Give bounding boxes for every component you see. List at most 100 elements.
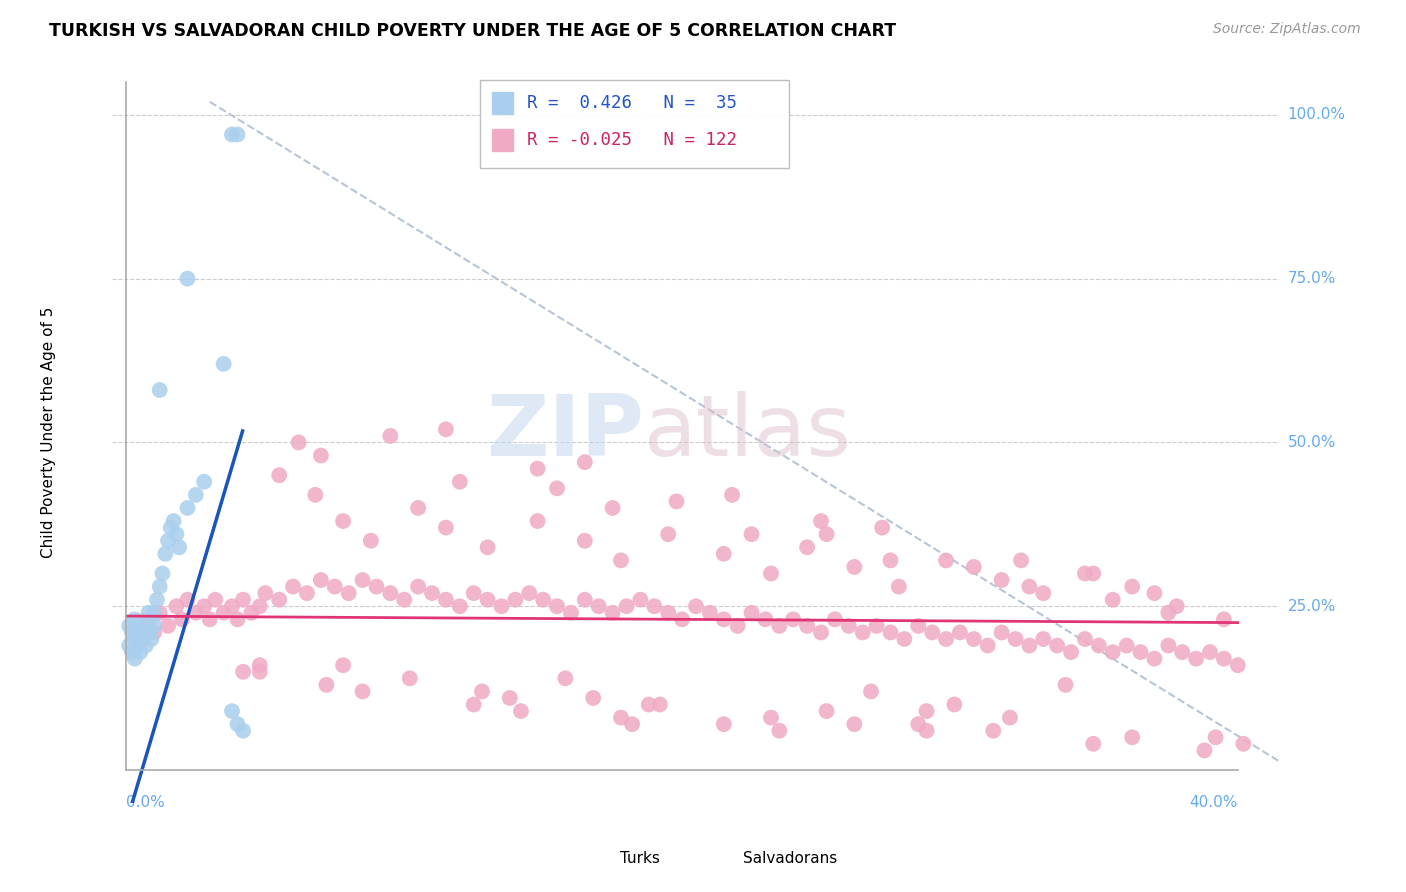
Point [574,533,596,548]
Bar [585,851,610,870]
Point [254,586,277,600]
Point [157,619,180,633]
Point [796,541,818,555]
Point [449,475,471,489]
Point [1185,651,1208,665]
Point [782,612,804,626]
Point [155,547,177,561]
Point [935,632,957,646]
Point [249,658,271,673]
Point [127,619,149,633]
Point [1101,592,1123,607]
Point [671,612,693,626]
Text: 75.0%: 75.0% [1288,271,1336,286]
Point [1226,658,1249,673]
Point [138,625,160,640]
Text: Child Poverty Under the Age of 5: Child Poverty Under the Age of 5 [41,307,56,558]
Point [221,599,243,614]
Point [699,606,721,620]
Point [138,612,160,626]
Point [1010,553,1032,567]
Point [582,690,605,705]
Point [759,711,782,725]
Point [637,698,659,712]
Point [1083,737,1105,751]
Point [754,612,776,626]
Point [879,625,901,640]
Point [554,671,576,685]
Point [915,704,938,718]
Point [810,514,832,528]
Point [332,514,354,528]
Point [449,599,471,614]
Point [721,488,744,502]
Point [157,533,180,548]
Point [685,599,707,614]
Point [165,599,187,614]
Point [366,580,388,594]
Point [1157,639,1180,653]
Point [221,704,243,718]
Point [1018,580,1040,594]
Point [212,606,235,620]
Point [815,527,838,541]
Point [1088,639,1111,653]
Point [628,592,651,607]
Point [141,632,163,646]
Bar [492,92,513,114]
Point [657,606,679,620]
Point [176,500,198,515]
Point [232,592,254,607]
Point [143,625,166,640]
Point [118,619,141,633]
Point [1129,645,1152,659]
Text: 0.0%: 0.0% [127,795,165,810]
Point [477,592,499,607]
Point [526,514,548,528]
Text: 50.0%: 50.0% [1288,435,1336,450]
Point [138,606,160,620]
Point [759,566,782,581]
Point [124,632,146,646]
Point [309,449,332,463]
Text: Turks: Turks [620,851,659,866]
Text: R = -0.025   N = 122: R = -0.025 N = 122 [527,131,737,149]
Point [212,357,235,371]
Point [118,639,141,653]
Point [838,619,860,633]
Point [221,128,243,142]
Point [574,455,596,469]
Point [477,541,499,555]
Point [226,717,249,731]
Point [184,606,207,620]
Point [713,612,735,626]
Point [398,671,420,685]
Point [240,606,263,620]
Point [149,606,172,620]
Point [1205,731,1227,745]
Point [517,586,540,600]
Point [193,599,215,614]
Point [170,612,193,626]
Point [315,678,337,692]
Point [879,553,901,567]
Point [870,521,893,535]
Text: 25.0%: 25.0% [1288,599,1336,614]
Point [531,592,554,607]
Text: R =  0.426   N =  35: R = 0.426 N = 35 [527,95,737,112]
Point [287,435,309,450]
Point [621,717,644,731]
Point [943,698,966,712]
Point [249,599,271,614]
Text: TURKISH VS SALVADORAN CHILD POVERTY UNDER THE AGE OF 5 CORRELATION CHART: TURKISH VS SALVADORAN CHILD POVERTY UNDE… [49,22,897,40]
Point [610,711,633,725]
Point [1199,645,1222,659]
Point [768,619,790,633]
Point [380,586,402,600]
Point [337,586,360,600]
Point [132,632,155,646]
Point [1143,586,1166,600]
Point [184,488,207,502]
Point [1004,632,1026,646]
Point [610,553,633,567]
